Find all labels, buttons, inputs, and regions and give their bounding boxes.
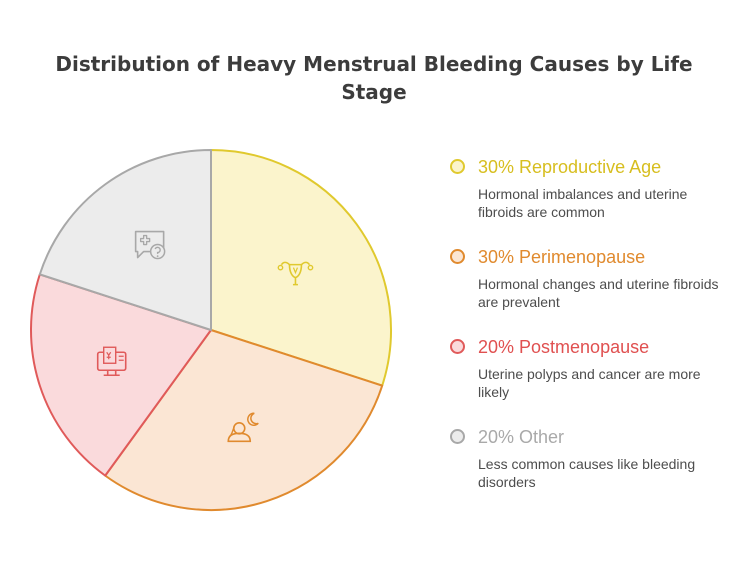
chart-title: Distribution of Heavy Menstrual Bleeding… (55, 52, 693, 104)
medical-question-icon (134, 230, 166, 260)
legend-item-perimenopause: 30% Perimenopause Hormonal changes and u… (448, 244, 738, 334)
pie-slice-postmenopause (30, 273, 212, 477)
legend-label: 30% Perimenopause (478, 247, 646, 267)
legend-description: Hormonal imbalances and uterine fibroids… (478, 186, 688, 220)
woman-moon-icon (227, 412, 259, 443)
legend-description: Hormonal changes and uterine fibroids ar… (478, 276, 719, 310)
pie-slice-other (38, 149, 212, 331)
legend: 30% Reproductive Age Hormonal imbalances… (448, 154, 738, 514)
legend-description: Uterine polyps and cancer are more likel… (478, 366, 701, 400)
legend-item-reproductive-age: 30% Reproductive Age Hormonal imbalances… (448, 154, 738, 244)
medical-report-icon (96, 346, 127, 377)
pie-icons (96, 230, 314, 443)
legend-label: 30% Reproductive Age (478, 157, 662, 177)
legend-dot-icon (450, 249, 465, 264)
legend-label: 20% Postmenopause (478, 337, 650, 357)
pie-slice-perimenopause (104, 329, 384, 511)
legend-item-other: 20% Other Less common causes like bleedi… (448, 424, 738, 514)
legend-dot-icon (450, 159, 465, 174)
legend-label: 20% Other (478, 427, 565, 447)
legend-item-postmenopause: 20% Postmenopause Uterine polyps and can… (448, 334, 738, 424)
legend-dot-icon (450, 339, 465, 354)
uterus-icon (277, 261, 314, 286)
legend-dot-icon (450, 429, 465, 444)
pie-slices (30, 149, 392, 511)
legend-description: Less common causes like bleeding disorde… (478, 456, 696, 490)
